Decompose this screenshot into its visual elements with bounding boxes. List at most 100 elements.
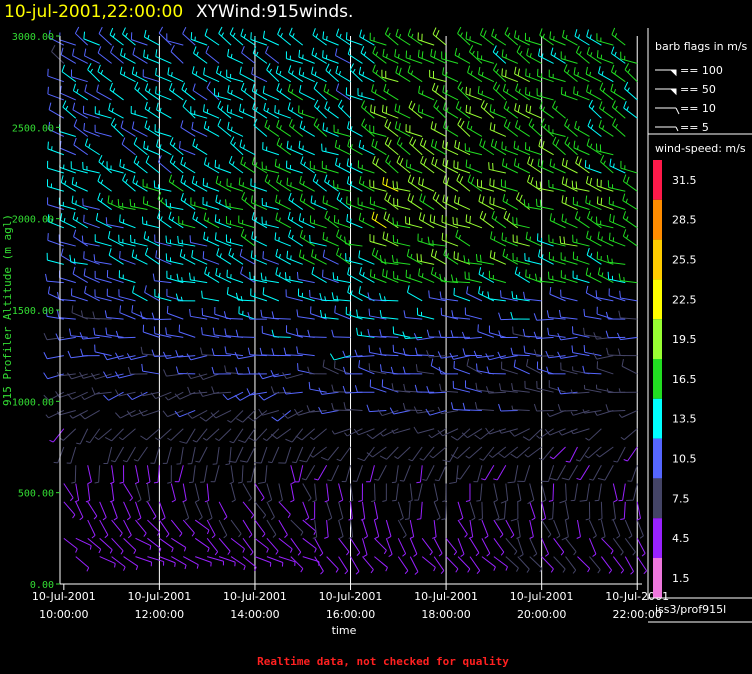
barb-feather: [166, 305, 169, 314]
wind-barb: [182, 483, 187, 503]
barb-half-feather: [436, 517, 441, 521]
barb-feather: [322, 122, 325, 130]
wind-barb: [170, 519, 183, 537]
barb-staff: [359, 219, 375, 229]
barb-feather: [493, 251, 496, 260]
barb-feather: [131, 66, 135, 75]
barb-half-feather: [312, 536, 317, 539]
barb-feather: [475, 253, 478, 262]
barb-feather: [204, 266, 208, 274]
wind-barb: [573, 67, 590, 83]
barb-staff: [553, 538, 565, 553]
wind-barb: [379, 428, 399, 437]
barb-staff: [565, 519, 569, 537]
wind-barb: [111, 501, 118, 521]
wind-barb: [391, 428, 411, 434]
barb-staff: [465, 221, 483, 229]
barb-half-feather: [284, 534, 288, 538]
wind-barb: [60, 47, 77, 64]
barb-staff: [493, 556, 508, 568]
barb-half-feather: [172, 88, 175, 93]
barb-staff: [513, 241, 530, 247]
wind-barb: [381, 379, 399, 393]
wind-barb: [47, 160, 64, 174]
barb-feather: [343, 402, 346, 410]
wind-barb: [463, 255, 482, 265]
barb-staff: [242, 538, 254, 553]
barb-feather: [600, 155, 605, 163]
wind-barb: [516, 45, 531, 64]
wind-barb: [433, 483, 439, 503]
barb-staff: [350, 556, 360, 572]
wind-barb: [467, 174, 483, 192]
wind-barb: [384, 119, 399, 137]
wind-barb: [200, 465, 208, 483]
barb-feather: [260, 272, 263, 280]
barb-staff: [372, 52, 387, 64]
barb-staff: [321, 409, 339, 415]
wind-barb: [186, 372, 208, 380]
barb-staff: [419, 465, 423, 483]
wind-barb: [601, 537, 614, 555]
barb-staff: [421, 538, 433, 553]
barb-feather: [515, 83, 519, 91]
barb-staff: [599, 446, 614, 458]
wind-barb: [361, 538, 368, 558]
barb-half-feather: [87, 481, 92, 485]
barb-half-feather: [505, 54, 508, 59]
barb-staff: [79, 428, 89, 445]
barb-feather: [585, 285, 589, 294]
wind-barb: [407, 28, 423, 46]
barb-feather: [324, 101, 328, 109]
barb-staff: [63, 483, 74, 499]
barb-half-feather: [158, 548, 162, 553]
barb-staff: [491, 217, 507, 229]
barb-feather: [192, 211, 196, 219]
barb-staff: [478, 201, 495, 210]
wind-barb: [357, 160, 375, 174]
barb-half-feather: [301, 478, 307, 481]
barb-staff: [575, 162, 590, 174]
barb-feather: [90, 372, 96, 380]
wind-barb: [450, 446, 471, 459]
barb-staff: [166, 277, 184, 284]
barb-staff: [574, 127, 590, 137]
barb-staff: [356, 465, 363, 482]
barb-staff: [432, 446, 447, 459]
barb-staff: [155, 56, 172, 64]
wind-barb: [59, 32, 76, 46]
barb-staff: [438, 465, 447, 481]
barb-staff: [346, 94, 363, 101]
wind-barb: [56, 409, 76, 416]
wind-barb: [548, 483, 555, 502]
barb-half-feather: [632, 551, 636, 556]
barb-half-feather: [174, 562, 176, 567]
barb-half-feather: [255, 89, 258, 94]
barb-feather: [469, 88, 471, 96]
barb-half-feather: [460, 32, 463, 37]
wind-barb: [432, 191, 447, 210]
barb-half-feather: [592, 553, 597, 557]
wind-barb: [623, 100, 638, 119]
barb-staff: [382, 238, 399, 247]
wind-barb: [145, 155, 160, 174]
wind-barb: [295, 428, 316, 441]
barb-staff: [310, 202, 327, 210]
barb-staff: [361, 538, 368, 555]
barb-feather: [239, 460, 248, 463]
barb-half-feather: [243, 33, 247, 39]
barb-staff: [299, 256, 315, 265]
barb-staff: [226, 222, 244, 229]
barb-staff: [585, 202, 602, 210]
barb-half-feather: [218, 218, 220, 224]
barb-half-feather: [279, 88, 283, 93]
barb-staff: [171, 537, 186, 548]
barb-staff: [464, 261, 482, 265]
barb-staff: [95, 113, 112, 119]
barb-half-feather: [242, 108, 245, 113]
wind-barb: [55, 391, 76, 398]
barb-feather: [296, 309, 299, 317]
barb-half-feather: [553, 35, 555, 41]
barb-feather: [586, 84, 589, 92]
wind-barb: [107, 195, 124, 210]
